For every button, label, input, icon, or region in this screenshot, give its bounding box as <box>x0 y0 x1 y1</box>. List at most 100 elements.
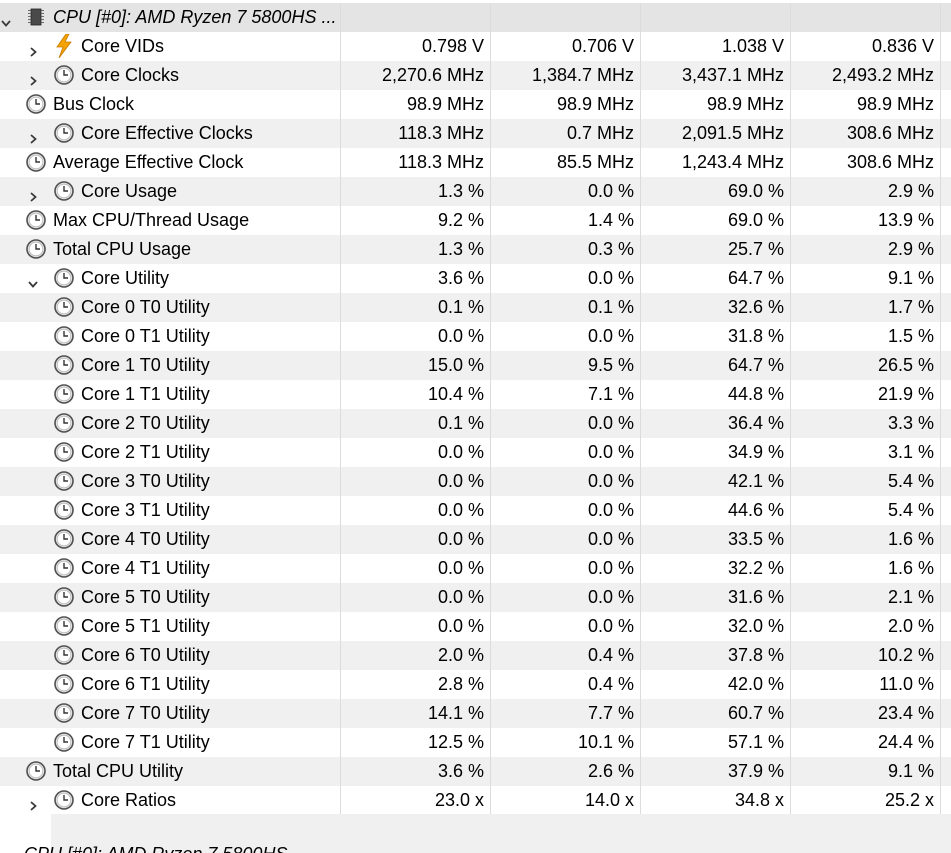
sensor-row-core-4-t0-utility[interactable]: Core 4 T0 Utility 0.0 % 0.0 % 33.5 % 1.6 % <box>0 525 951 554</box>
value-cell: 23.4 % <box>791 699 941 728</box>
sensor-name-cell: Core 7 T0 Utility <box>0 699 341 728</box>
clock-icon <box>54 65 74 85</box>
sensor-name-cell: Core 7 T1 Utility <box>0 728 341 757</box>
sensor-label: Core 2 T1 Utility <box>81 442 210 462</box>
value-cell: 0.1 % <box>341 409 491 438</box>
value-cell: 0.7 MHz <box>491 119 641 148</box>
value-cell: 0.4 % <box>491 641 641 670</box>
sensor-row-total-cpu-usage[interactable]: Total CPU Usage 1.3 % 0.3 % 25.7 % 2.9 % <box>0 235 951 264</box>
clock-icon <box>54 413 74 433</box>
sensor-row-core-0-t0-utility[interactable]: Core 0 T0 Utility 0.1 % 0.1 % 32.6 % 1.7 % <box>0 293 951 322</box>
sensor-row-core-usage[interactable]: Core Usage 1.3 % 0.0 % 69.0 % 2.9 % <box>0 177 951 206</box>
sensor-name-cell: Core 1 T1 Utility <box>0 380 341 409</box>
chevron-right-icon[interactable] <box>28 41 38 57</box>
sensor-row-core-utility[interactable]: Core Utility 3.6 % 0.0 % 64.7 % 9.1 % <box>0 264 951 293</box>
sensor-row-average-effective-clock[interactable]: Average Effective Clock 118.3 MHz 85.5 MHz… <box>0 148 951 177</box>
chevron-down-icon[interactable] <box>1 12 11 27</box>
value-cell: 3.6 % <box>341 264 491 293</box>
sensor-name-cell: Max CPU/Thread Usage <box>0 206 341 235</box>
sensor-name-cell: Core Utility <box>0 264 341 293</box>
value-cell: 25.2 x <box>791 786 941 815</box>
sensor-row-core-3-t0-utility[interactable]: Core 3 T0 Utility 0.0 % 0.0 % 42.1 % 5.4 % <box>0 467 951 496</box>
clock-icon <box>54 471 74 491</box>
sensor-label: Core Ratios <box>81 790 177 810</box>
sensor-row-core-6-t1-utility[interactable]: Core 6 T1 Utility 2.8 % 0.4 % 42.0 % 11.0 % <box>0 670 951 699</box>
value-cell: 25.7 % <box>641 235 791 264</box>
value-cell: 21.9 % <box>791 380 941 409</box>
value-cell: 23.0 x <box>341 786 491 815</box>
sensor-row-core-0-t1-utility[interactable]: Core 0 T1 Utility 0.0 % 0.0 % 31.8 % 1.5 % <box>0 322 951 351</box>
chevron-right-icon[interactable] <box>28 70 38 86</box>
sensor-row-core-5-t1-utility[interactable]: Core 5 T1 Utility 0.0 % 0.0 % 32.0 % 2.0 % <box>0 612 951 641</box>
sensor-row-core-effective-clocks[interactable]: Core Effective Clocks 118.3 MHz 0.7 MHz 2,0… <box>0 119 951 148</box>
sensor-row-bus-clock[interactable]: Bus Clock 98.9 MHz 98.9 MHz 98.9 MHz 98.9 MH… <box>0 90 951 119</box>
clock-icon <box>54 442 74 462</box>
next-group-label: CPU [#0]: AMD Ryzen 7 5800HS ... <box>24 845 307 853</box>
sensor-row-core-2-t0-utility[interactable]: Core 2 T0 Utility 0.1 % 0.0 % 36.4 % 3.3 % <box>0 409 951 438</box>
chevron-right-icon[interactable] <box>28 128 38 144</box>
value-cell: 24.4 % <box>791 728 941 757</box>
value-cell: 9.5 % <box>491 351 641 380</box>
clock-icon <box>54 558 74 578</box>
value-cell: 64.7 % <box>641 351 791 380</box>
sensor-row-core-6-t0-utility[interactable]: Core 6 T0 Utility 2.0 % 0.4 % 37.8 % 10.2 % <box>0 641 951 670</box>
sensor-row-total-cpu-utility[interactable]: Total CPU Utility 3.6 % 2.6 % 37.9 % 9.1 % <box>0 757 951 786</box>
sensor-row-core-7-t0-utility[interactable]: Core 7 T0 Utility 14.1 % 7.7 % 60.7 % 23.4 % <box>0 699 951 728</box>
sensor-label: Max CPU/Thread Usage <box>53 210 250 230</box>
clock-icon <box>54 326 74 346</box>
clock-icon <box>26 239 46 259</box>
sensor-label: Average Effective Clock <box>53 152 244 172</box>
value-cell: 11.0 % <box>791 670 941 699</box>
sensor-row-core-3-t1-utility[interactable]: Core 3 T1 Utility 0.0 % 0.0 % 44.6 % 5.4 % <box>0 496 951 525</box>
sensor-name-cell: Core 5 T1 Utility <box>0 612 341 641</box>
sensor-row-core-7-t1-utility[interactable]: Core 7 T1 Utility 12.5 % 10.1 % 57.1 % 24.4 … <box>0 728 951 757</box>
value-cell: 1.7 % <box>791 293 941 322</box>
sensor-row-core-vids[interactable]: Core VIDs 0.798 V 0.706 V 1.038 V 0.836 V <box>0 32 951 61</box>
chevron-right-icon[interactable] <box>28 186 38 202</box>
sensor-row-core-2-t1-utility[interactable]: Core 2 T1 Utility 0.0 % 0.0 % 34.9 % 3.1 % <box>0 438 951 467</box>
sensor-name-cell: Average Effective Clock <box>0 148 341 177</box>
clock-icon <box>54 384 74 404</box>
value-cell: 57.1 % <box>641 728 791 757</box>
value-cell: 2.1 % <box>791 583 941 612</box>
group-header-row[interactable]: CPU [#0]: AMD Ryzen 7 5800HS ... <box>0 3 951 32</box>
sensor-label: Core 3 T0 Utility <box>81 471 210 491</box>
sensor-name-cell: Core 6 T1 Utility <box>0 670 341 699</box>
sensor-row-core-1-t1-utility[interactable]: Core 1 T1 Utility 10.4 % 7.1 % 44.8 % 21.9 % <box>0 380 951 409</box>
value-cell: 3.6 % <box>341 757 491 786</box>
value-cell: 10.4 % <box>341 380 491 409</box>
value-cell: 9.1 % <box>791 264 941 293</box>
value-cell: 0.0 % <box>491 496 641 525</box>
cpu-chip-icon <box>26 7 46 27</box>
sensor-name-cell: Core 1 T0 Utility <box>0 351 341 380</box>
sensor-row-core-clocks[interactable]: Core Clocks 2,270.6 MHz 1,384.7 MHz 3,437.1… <box>0 61 951 90</box>
sensor-label: Total CPU Utility <box>53 761 184 781</box>
next-group-row-partial[interactable]: CPU [#0]: AMD Ryzen 7 5800HS ... <box>24 845 344 853</box>
clock-icon <box>54 587 74 607</box>
chevron-right-icon[interactable] <box>28 795 38 811</box>
value-cell: 2.9 % <box>791 177 941 206</box>
sensor-name-cell: Core 4 T0 Utility <box>0 525 341 554</box>
sensor-label: Core 5 T1 Utility <box>81 616 210 636</box>
sensor-name-cell: Total CPU Usage <box>0 235 341 264</box>
chevron-down-icon[interactable] <box>28 273 38 288</box>
sensor-row-max-cpu-thread-usage[interactable]: Max CPU/Thread Usage 9.2 % 1.4 % 69.0 % 13.9… <box>0 206 951 235</box>
sensor-row-core-ratios[interactable]: Core Ratios 23.0 x 14.0 x 34.8 x 25.2 x <box>0 786 951 815</box>
sensor-row-core-5-t0-utility[interactable]: Core 5 T0 Utility 0.0 % 0.0 % 31.6 % 2.1 % <box>0 583 951 612</box>
value-cell: 1,384.7 MHz <box>491 61 641 90</box>
clock-icon <box>54 616 74 636</box>
value-cell: 10.2 % <box>791 641 941 670</box>
value-cell: 2.8 % <box>341 670 491 699</box>
value-cell: 14.0 x <box>491 786 641 815</box>
value-cell: 10.1 % <box>491 728 641 757</box>
value-cell: 0.0 % <box>491 264 641 293</box>
value-cell <box>341 3 491 32</box>
sensor-row-core-4-t1-utility[interactable]: Core 4 T1 Utility 0.0 % 0.0 % 32.2 % 1.6 % <box>0 554 951 583</box>
value-cell: 1.4 % <box>491 206 641 235</box>
value-cell: 2,493.2 MHz <box>791 61 941 90</box>
sensor-row-core-1-t0-utility[interactable]: Core 1 T0 Utility 15.0 % 9.5 % 64.7 % 26.5 % <box>0 351 951 380</box>
clock-icon <box>54 529 74 549</box>
value-cell: 0.0 % <box>341 554 491 583</box>
value-cell: 7.1 % <box>491 380 641 409</box>
sensor-label: Core 5 T0 Utility <box>81 587 210 607</box>
